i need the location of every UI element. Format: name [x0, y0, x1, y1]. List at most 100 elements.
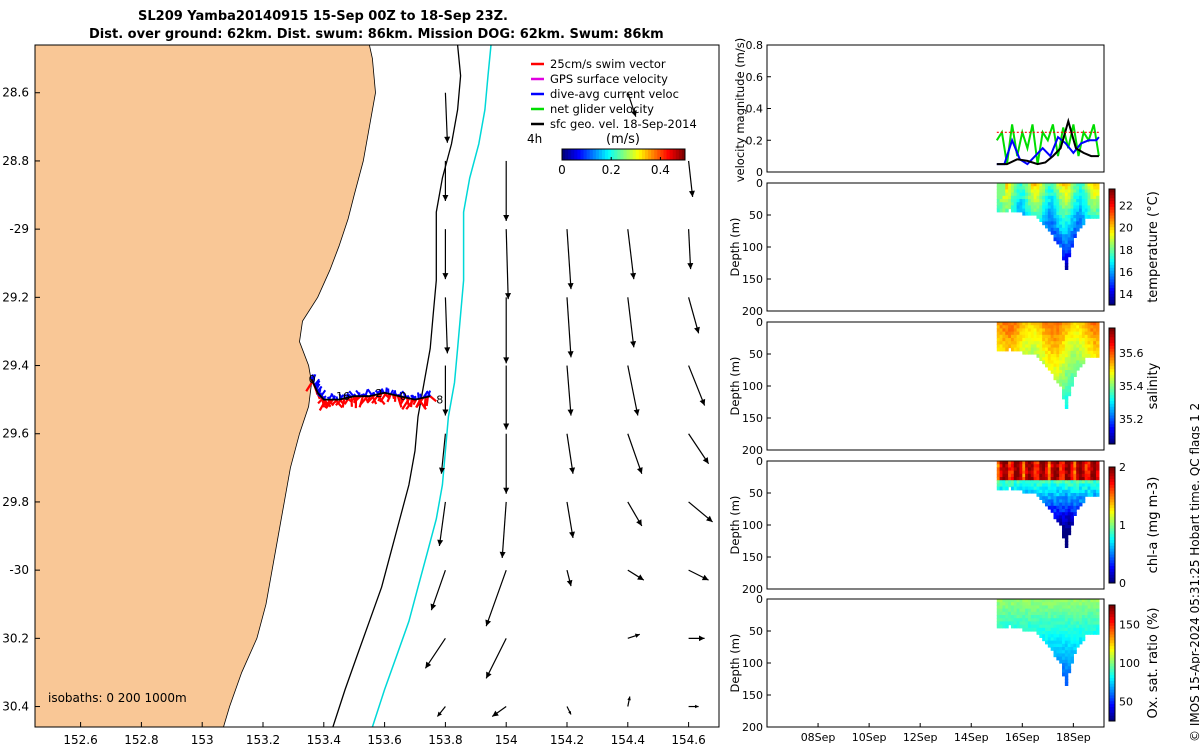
section-cell — [1005, 199, 1009, 203]
section-cell — [1067, 605, 1072, 610]
section-cell — [996, 470, 1001, 475]
section-cell — [1081, 618, 1086, 622]
section-cell — [1064, 208, 1069, 213]
section-cell — [1027, 189, 1032, 194]
section-cell — [1008, 621, 1012, 626]
colorbar-cell — [1109, 542, 1115, 546]
section-cell — [1070, 499, 1074, 504]
section-cell — [1070, 243, 1074, 248]
section-cell — [1016, 328, 1021, 333]
section-cell — [1087, 473, 1091, 478]
section-cell — [1067, 338, 1072, 342]
section-cell — [1067, 192, 1072, 197]
section-cell — [1010, 347, 1015, 352]
section-cell — [1073, 208, 1077, 213]
section-cell — [1079, 467, 1083, 472]
section-cell — [1076, 473, 1080, 478]
section-cell — [1010, 205, 1015, 210]
velocity-arrowhead — [694, 326, 700, 334]
section-cell — [996, 192, 1001, 197]
colorbar-cell — [1109, 487, 1115, 491]
section-cell — [1039, 473, 1043, 478]
section-cell — [1019, 470, 1023, 475]
velocity-arrow — [688, 297, 700, 334]
section-cell — [1059, 505, 1063, 510]
colorbar-cell — [1109, 677, 1115, 681]
section-cell — [1013, 618, 1018, 622]
section-cell — [1013, 621, 1018, 626]
section-cell — [1056, 189, 1060, 194]
section-cell — [1053, 331, 1057, 336]
section-cell — [1019, 618, 1023, 622]
section-cell — [1019, 205, 1023, 210]
section-cell — [1062, 344, 1066, 349]
section-cell — [1005, 621, 1009, 626]
section-cell — [1070, 366, 1074, 371]
section-cell — [1053, 608, 1057, 613]
section-cell — [1056, 373, 1060, 377]
section-cell — [1008, 205, 1012, 210]
colorbar-cell — [1109, 536, 1115, 540]
section-cell — [1036, 341, 1040, 345]
section-cell — [996, 199, 1001, 203]
section-cell — [1096, 195, 1100, 200]
section-cell — [1022, 599, 1026, 603]
section-cell — [1062, 382, 1066, 387]
colorbar-cell — [1109, 406, 1115, 410]
section-cell — [1008, 467, 1012, 472]
section-cell — [1033, 183, 1038, 187]
section-cell — [1027, 205, 1032, 210]
section-cell — [1096, 202, 1100, 206]
colorbar-cell — [1109, 328, 1115, 332]
section-cell — [1010, 483, 1015, 488]
section-cell — [1025, 461, 1029, 465]
section-cell — [1073, 493, 1077, 497]
colorbar-cell — [1109, 200, 1115, 204]
section-cell — [1059, 224, 1063, 229]
section-cell — [1008, 602, 1012, 606]
section-cell — [1036, 328, 1040, 333]
section-cell — [1050, 328, 1055, 333]
section-cell — [1047, 605, 1052, 610]
section-cell — [1067, 205, 1072, 210]
swim-vector — [405, 398, 415, 410]
section-cell — [1056, 234, 1060, 238]
section-cell — [1064, 263, 1069, 267]
section-cell — [1079, 502, 1083, 507]
section-cell — [1050, 640, 1055, 645]
x-tick-label: 12Sep — [903, 731, 938, 744]
section-cell — [1062, 467, 1066, 472]
section-cell — [1050, 334, 1055, 339]
section-cell — [1042, 611, 1046, 616]
section-cell — [1030, 621, 1035, 626]
section-cell — [1067, 189, 1072, 194]
section-cell — [1016, 322, 1021, 326]
section-cell — [996, 615, 1001, 619]
section-cell — [1010, 341, 1015, 345]
section-cell — [1016, 199, 1021, 203]
section-cell — [1050, 186, 1055, 190]
section-cell — [1027, 602, 1032, 606]
section-cell — [1079, 183, 1083, 187]
section-cell — [1033, 467, 1038, 472]
section-cell — [1062, 509, 1066, 513]
section-cell — [1050, 486, 1055, 491]
section-cell — [1081, 331, 1086, 336]
section-cell — [1027, 344, 1032, 349]
section-cell — [1067, 360, 1072, 365]
x-tick-label: 153.6 — [367, 733, 401, 747]
section-cell — [1053, 621, 1057, 626]
velocity-arrow — [688, 433, 710, 465]
section-cell — [1030, 211, 1035, 216]
section-cell — [1087, 186, 1091, 190]
section-cell — [1050, 502, 1055, 507]
section-cell — [1002, 467, 1006, 472]
swim-vector — [343, 396, 350, 405]
section-cell — [1036, 605, 1040, 610]
section-cell — [1064, 205, 1069, 210]
section-cell — [1076, 183, 1080, 187]
section-cell — [1025, 331, 1029, 336]
section-cell — [1062, 464, 1066, 468]
section-cell — [999, 605, 1004, 610]
section-cell — [1096, 602, 1100, 606]
